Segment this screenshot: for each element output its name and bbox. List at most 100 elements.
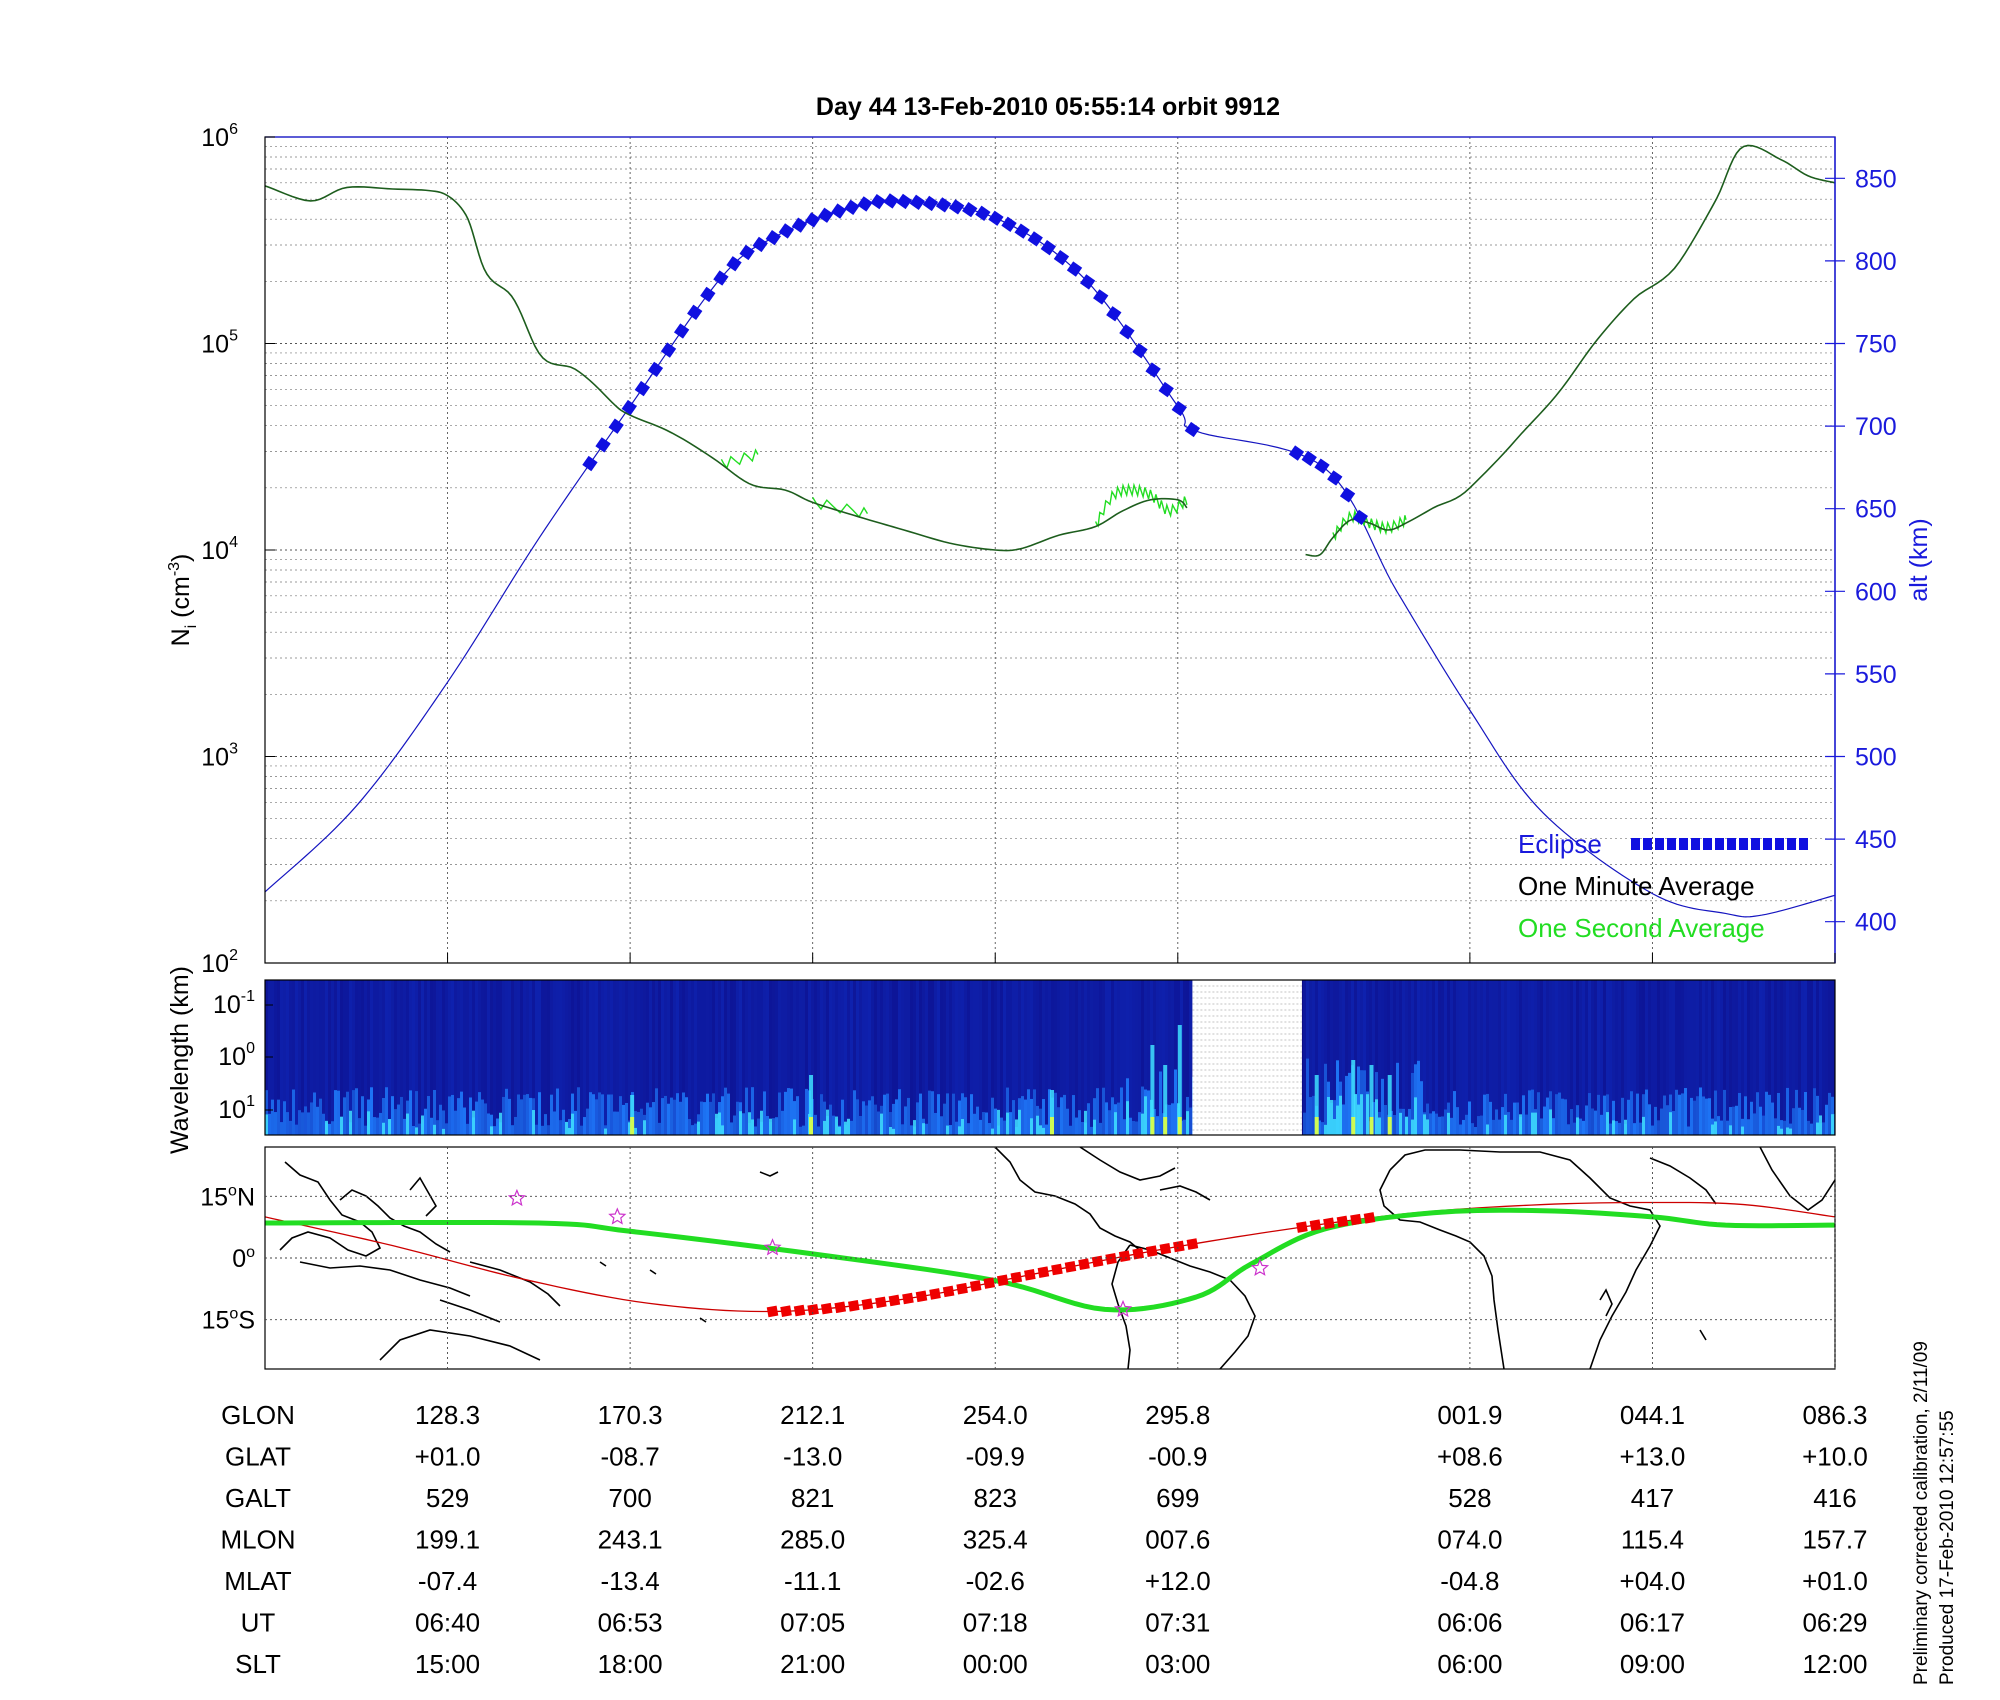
table-cell: 06:53 [598, 1608, 663, 1638]
spectrogram-column [1372, 1102, 1375, 1135]
spectrogram-column [1816, 1095, 1819, 1135]
spectrogram-column [298, 980, 301, 1135]
spectrogram-column [277, 980, 280, 1135]
eclipse-track-marker [793, 1304, 806, 1317]
spectrogram-column [532, 980, 535, 1135]
spectrogram-column [1654, 980, 1657, 1135]
spectrogram-column [598, 980, 601, 1135]
spectrogram-column [1681, 980, 1684, 1135]
spectrogram-column [397, 1104, 400, 1135]
spectrogram-column [1747, 1119, 1750, 1135]
spectrogram-column [754, 980, 757, 1135]
spectrogram-column [1069, 980, 1072, 1135]
spectrogram-column [1555, 1094, 1558, 1135]
spectrogram-column [517, 1094, 520, 1135]
spectrogram-column [478, 980, 481, 1135]
spectrogram-column [364, 1125, 367, 1135]
spectrogram-column [1771, 980, 1774, 1135]
spectrogram-column [514, 980, 517, 1135]
spectrogram-column [406, 1113, 409, 1135]
coastline [279, 1161, 382, 1257]
coastline [409, 1176, 437, 1217]
spectrogram-column [421, 980, 424, 1135]
spectrogram-column [823, 1120, 826, 1135]
spectrogram-column [1423, 980, 1426, 1135]
spectrogram-column [889, 980, 892, 1135]
spectrogram-column [970, 980, 973, 1135]
spectrogram-column [1147, 1090, 1150, 1135]
eclipse-marker [804, 212, 821, 228]
eclipse-marker [1040, 240, 1056, 256]
spectrogram-column [349, 1110, 352, 1135]
spectrogram-column [1639, 1122, 1642, 1135]
eclipse-marker [1288, 445, 1305, 461]
table-cell: 416 [1813, 1483, 1856, 1513]
spectrogram-column [448, 980, 451, 1135]
spectrogram-column [658, 980, 661, 1135]
eclipse-track-marker [1323, 1217, 1335, 1230]
spectrogram-column [268, 1113, 271, 1135]
eclipse-marker [1314, 458, 1330, 474]
spectrogram-column [688, 980, 691, 1135]
table-cell: +12.0 [1145, 1566, 1211, 1596]
spectrogram-column [1624, 1119, 1627, 1135]
spectrogram-column [1789, 1128, 1792, 1135]
spectrogram-column [355, 980, 358, 1135]
spectrogram-column [1750, 1101, 1753, 1135]
spectrogram-column [385, 1087, 388, 1135]
spectrogram-column [1741, 1126, 1744, 1135]
spectrogram-column [1456, 1107, 1459, 1135]
spectrogram-column [763, 1091, 766, 1135]
spectrogram-column [1681, 1093, 1684, 1135]
table-cell: 06:40 [415, 1608, 480, 1638]
spectrogram-column [1078, 1110, 1081, 1135]
spectrogram-streak [1150, 1117, 1155, 1135]
spectrogram-column [532, 1110, 535, 1135]
spectrogram-column [1591, 980, 1594, 1135]
spectrogram-column [721, 980, 724, 1135]
spectrogram-column [841, 1099, 844, 1135]
spectrogram-column [712, 1093, 715, 1135]
spectrogram-column [487, 980, 490, 1135]
spectrogram-column [817, 1126, 820, 1135]
spectrogram-column [1042, 1127, 1045, 1135]
spectrogram-column [367, 980, 370, 1135]
spectrogram-column [274, 1112, 277, 1135]
legend-eclipse-marker [1667, 838, 1676, 850]
spectrogram-column [1033, 980, 1036, 1135]
table-cell: -09.9 [966, 1442, 1025, 1472]
spectrogram-streak [1387, 1117, 1392, 1135]
spectrogram-column [1540, 980, 1543, 1135]
eclipse-track-marker [888, 1294, 901, 1307]
eclipse-track-marker [956, 1282, 968, 1295]
spectrogram-column [394, 1109, 397, 1135]
legend-eclipse-marker [1739, 838, 1748, 850]
spectrogram-column [1318, 1120, 1321, 1135]
spectrogram-column [1477, 1116, 1480, 1135]
coastline [759, 1171, 779, 1177]
spectrogram-column [379, 980, 382, 1135]
table-row-label: MLON [220, 1525, 295, 1555]
spectrogram-column [1633, 1123, 1636, 1135]
spectrogram-column [697, 980, 700, 1135]
spectrogram-column [334, 980, 337, 1135]
spectrogram-column [538, 980, 541, 1135]
spectrogram-column [304, 980, 307, 1135]
spectrogram-column [523, 1094, 526, 1135]
spectrogram-column [823, 1101, 826, 1135]
spectrogram-column [1573, 1122, 1576, 1135]
spectrogram-column [625, 1102, 628, 1135]
spectrogram-column [313, 980, 316, 1135]
legend-eclipse-marker [1631, 838, 1640, 850]
spectrogram-column [1324, 1124, 1327, 1135]
spectrogram-column [739, 1111, 742, 1135]
spectrogram-column [1093, 980, 1096, 1135]
spectrogram-column [1813, 1088, 1816, 1135]
spectrogram-column [1084, 980, 1087, 1135]
spectrogram-column [778, 1092, 781, 1135]
legend-eclipse-marker [1727, 838, 1736, 850]
spectrogram-column [310, 1102, 313, 1135]
spectrogram-column [1537, 980, 1540, 1135]
spectrogram-column [574, 1110, 577, 1135]
spectrogram-column [1717, 1116, 1720, 1135]
